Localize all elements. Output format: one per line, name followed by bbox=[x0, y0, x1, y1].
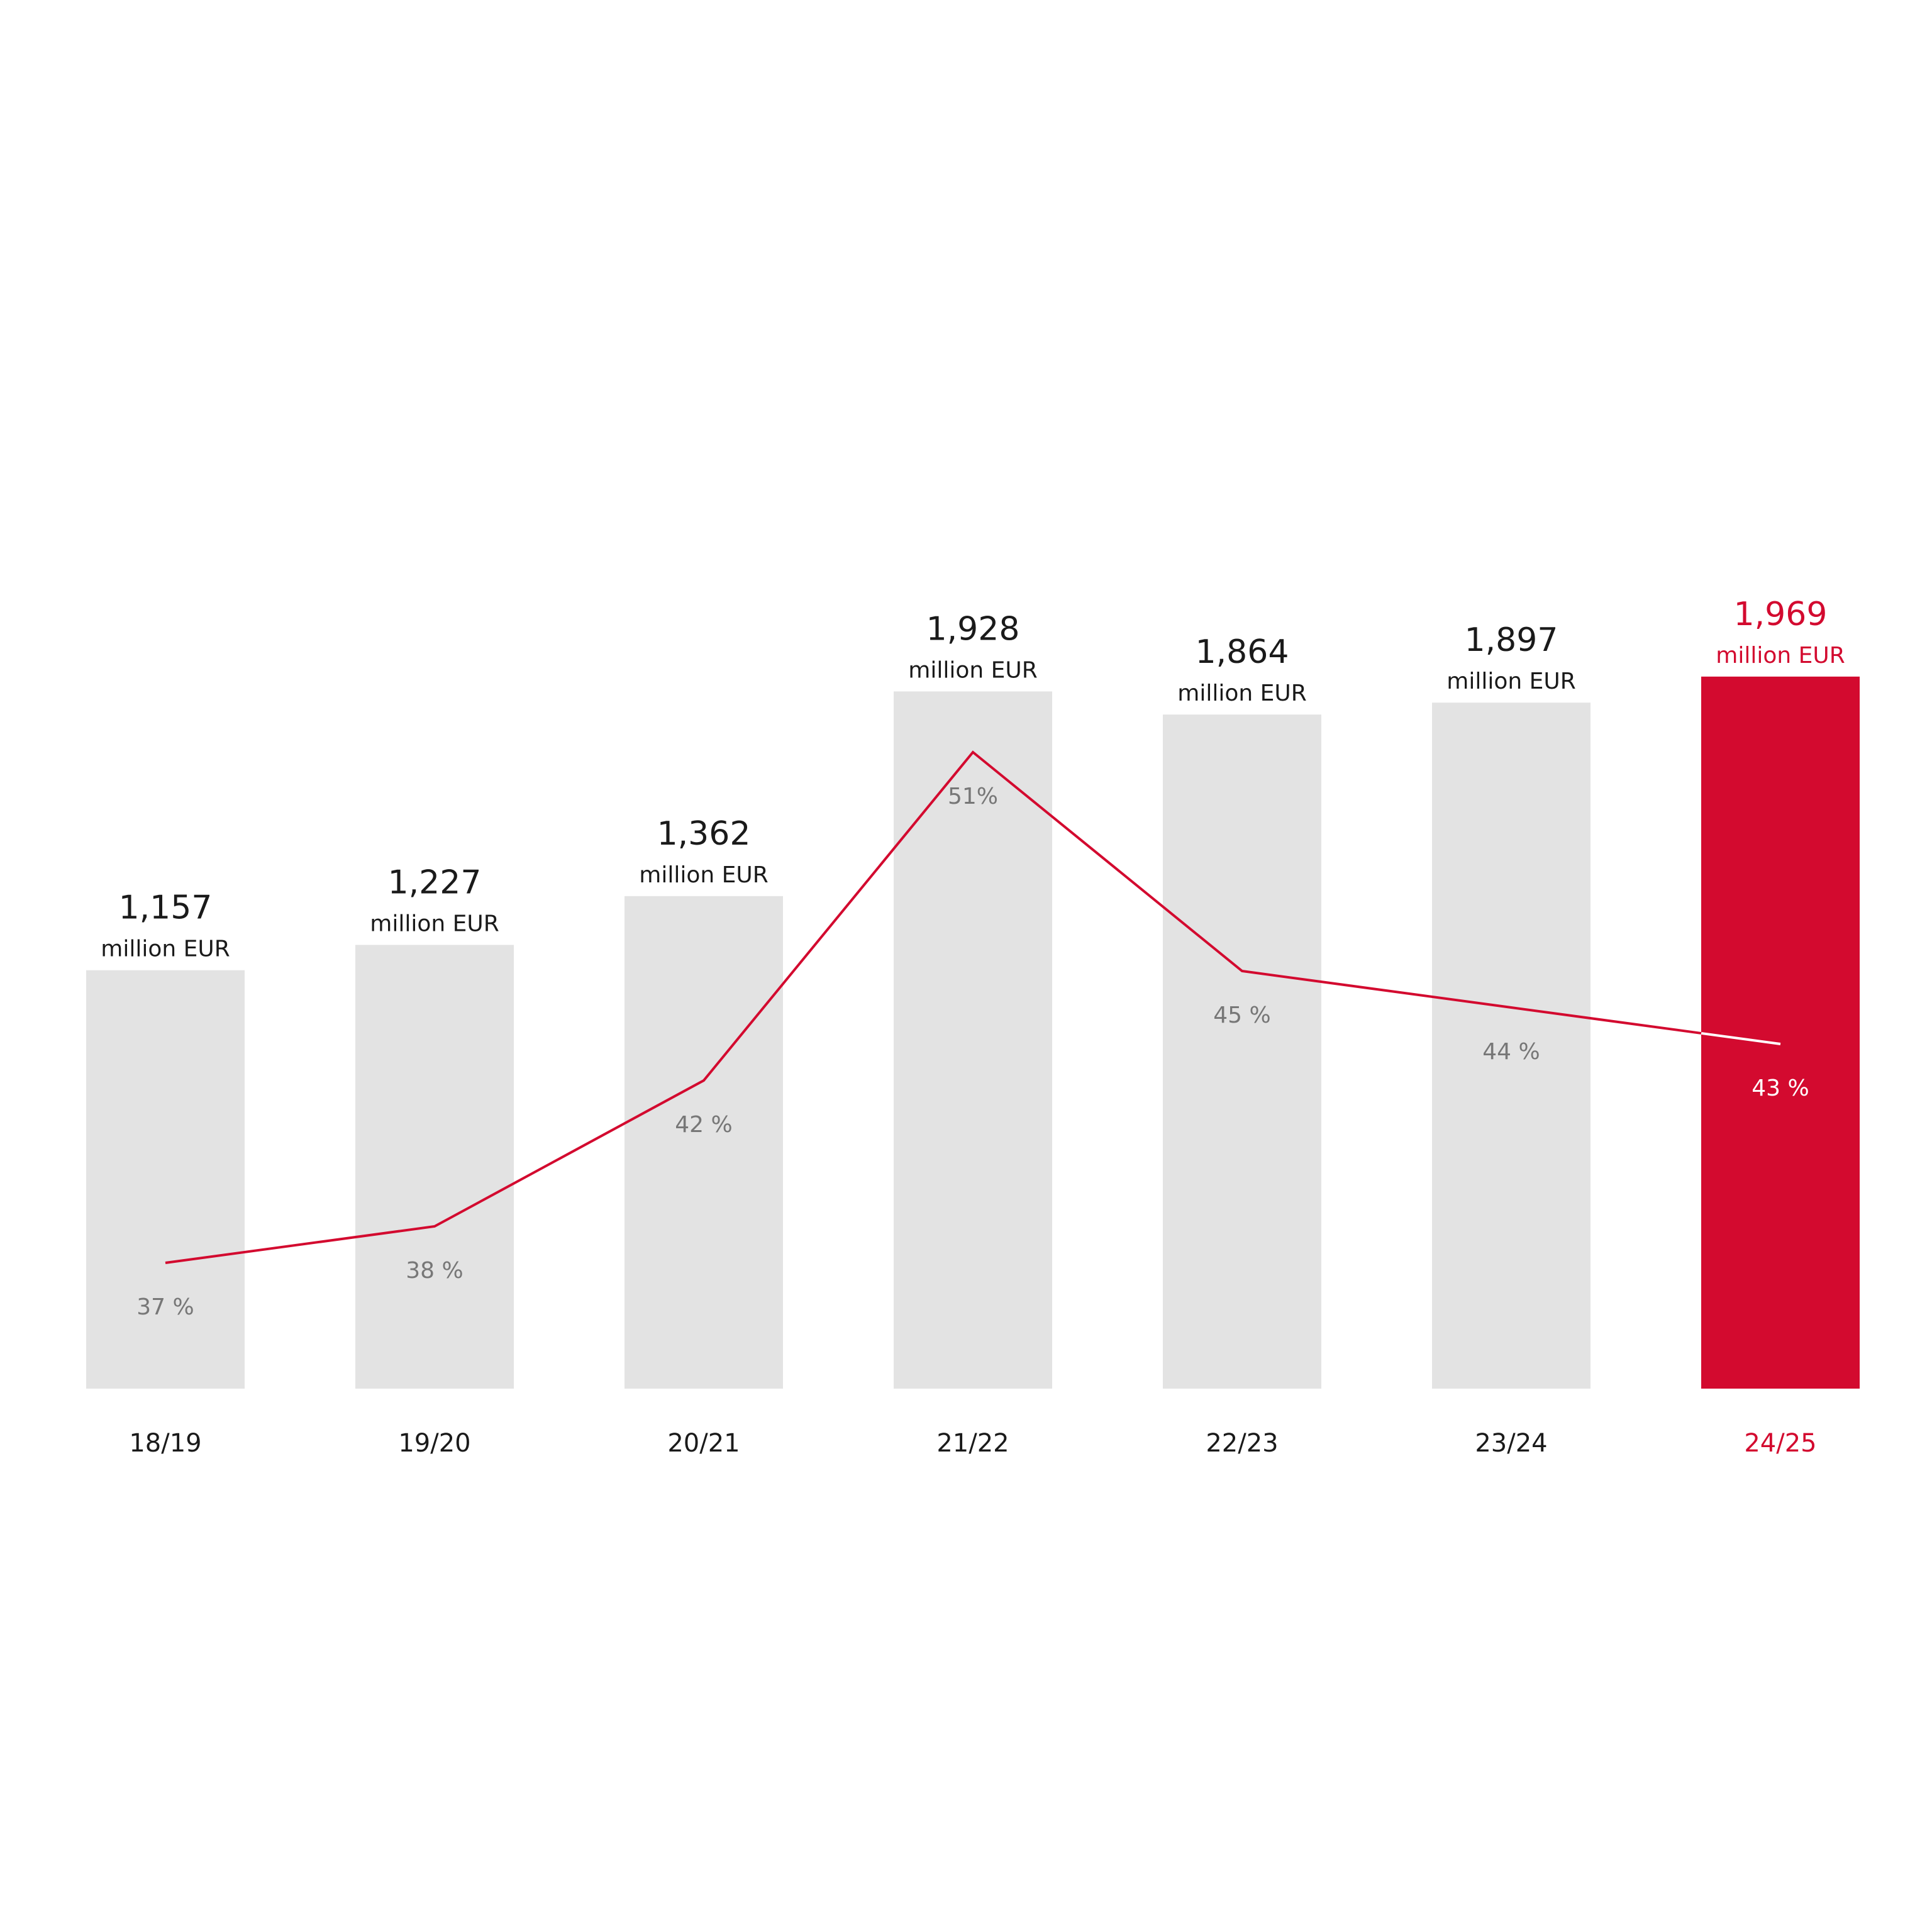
category-label: 21/22 bbox=[936, 1429, 1009, 1458]
bar-19-20 bbox=[355, 945, 514, 1389]
value-label: 1,362 bbox=[657, 815, 751, 853]
bar-23-24 bbox=[1432, 702, 1591, 1389]
unit-label: million EUR bbox=[370, 911, 499, 936]
category-label: 20/21 bbox=[667, 1429, 740, 1458]
percent-label: 37 % bbox=[136, 1294, 194, 1320]
unit-label: million EUR bbox=[908, 657, 1037, 683]
percent-line-segment-highlight bbox=[1701, 1031, 1781, 1045]
category-label: 18/19 bbox=[129, 1429, 201, 1458]
percent-label: 42 % bbox=[675, 1112, 732, 1138]
unit-label: million EUR bbox=[1716, 643, 1845, 669]
percent-label: 44 % bbox=[1482, 1039, 1540, 1065]
value-label: 1,897 bbox=[1465, 621, 1558, 659]
percent-label: 43 % bbox=[1752, 1075, 1809, 1101]
bar-18-19 bbox=[86, 970, 245, 1389]
bar-24-25 bbox=[1701, 676, 1860, 1389]
value-label: 1,928 bbox=[926, 610, 1020, 648]
unit-label: million EUR bbox=[101, 936, 230, 962]
percent-label: 51% bbox=[948, 784, 998, 809]
unit-label: million EUR bbox=[1446, 669, 1575, 694]
bars-layer bbox=[86, 676, 1860, 1389]
percent-line bbox=[165, 750, 1702, 1264]
value-label: 1,969 bbox=[1734, 596, 1828, 633]
bar-21-22 bbox=[894, 691, 1052, 1389]
bar-20-21 bbox=[625, 896, 783, 1389]
category-label: 19/20 bbox=[398, 1429, 470, 1458]
value-label: 1,157 bbox=[119, 889, 213, 927]
labels-layer: 1,157 million EUR 18/19 1,227 million EUR 19/… bbox=[101, 596, 1845, 1458]
unit-label: million EUR bbox=[639, 862, 768, 888]
percent-label: 45 % bbox=[1213, 1002, 1270, 1028]
value-label: 1,227 bbox=[388, 863, 482, 901]
category-label: 23/24 bbox=[1475, 1429, 1547, 1458]
category-label: 22/23 bbox=[1206, 1429, 1278, 1458]
percent-label: 38 % bbox=[406, 1258, 463, 1284]
line-layer bbox=[165, 750, 1781, 1264]
bar-22-23 bbox=[1163, 714, 1321, 1389]
category-label: 24/25 bbox=[1744, 1429, 1816, 1458]
value-label: 1,864 bbox=[1196, 633, 1289, 671]
unit-label: million EUR bbox=[1177, 680, 1306, 706]
